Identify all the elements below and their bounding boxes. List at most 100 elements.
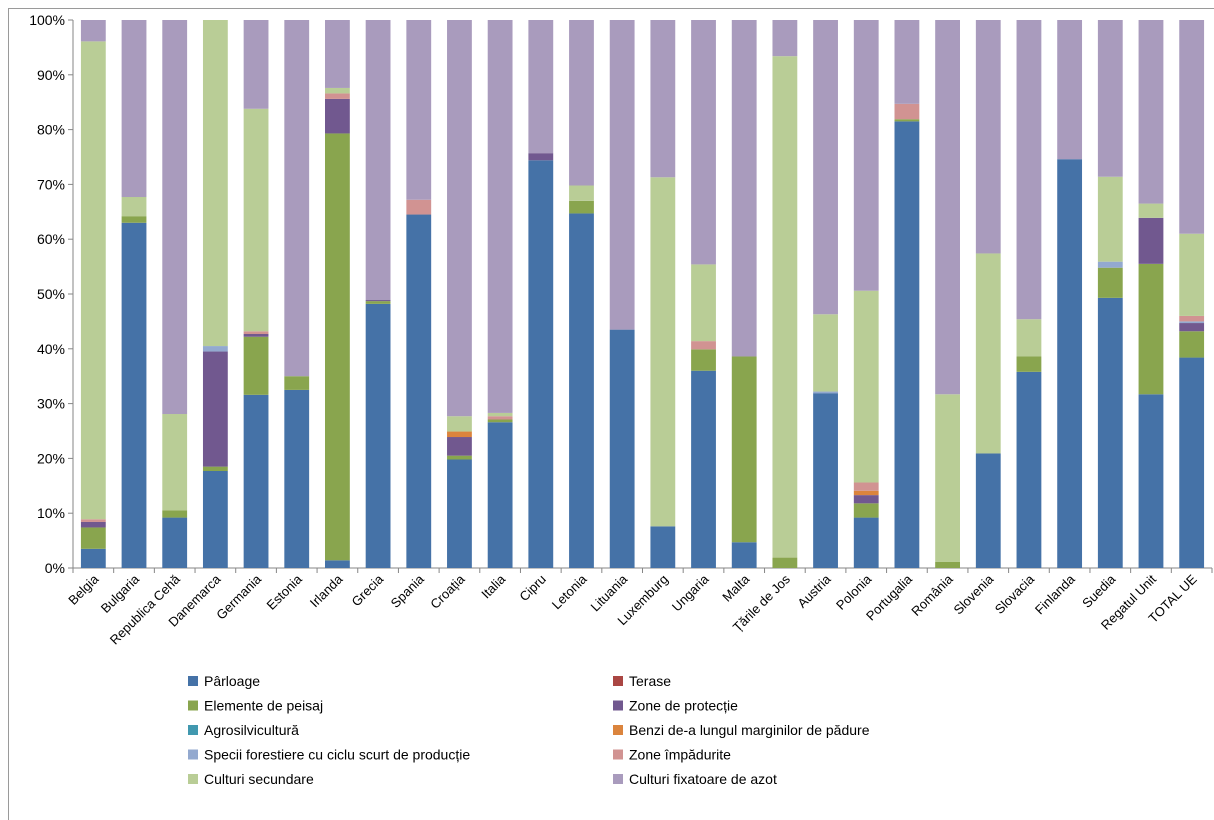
x-tick-label: Croația <box>427 571 468 612</box>
bar-segment <box>1016 356 1042 372</box>
x-tick-label: Slovacia <box>992 571 1038 617</box>
bar-segment <box>650 526 676 568</box>
bar-group-12 <box>569 20 594 568</box>
legend-swatch <box>188 676 198 686</box>
bar-group-8 <box>406 20 432 569</box>
legend-item: Zone de protecție <box>613 698 738 714</box>
bar-segment <box>162 414 188 511</box>
bar-segment <box>80 527 106 549</box>
bar-segment <box>325 98 350 134</box>
y-tick-label: 80% <box>37 122 65 138</box>
bar-segment <box>243 108 269 332</box>
legend-item: Culturi secundare <box>188 771 314 787</box>
bar-segment <box>1097 261 1123 268</box>
bar-group-10 <box>487 20 513 568</box>
bar-segment <box>162 510 188 518</box>
bar-segment <box>447 416 472 432</box>
bar-segment <box>691 341 716 350</box>
bar-segment <box>243 331 269 335</box>
bar-segment <box>284 389 310 568</box>
bar-segment <box>935 561 960 568</box>
bar-segment <box>691 349 716 371</box>
bar-group-0 <box>80 20 106 568</box>
bar-segment <box>853 482 879 491</box>
y-tick-label: 60% <box>37 231 65 247</box>
y-tick-label: 30% <box>37 396 65 412</box>
bar-segment <box>731 542 757 568</box>
bar-segment <box>406 20 432 200</box>
legend-swatch <box>188 749 198 760</box>
bar-segment <box>80 548 106 568</box>
legend-swatch <box>188 725 198 735</box>
bar-segment <box>731 356 757 543</box>
bar-segment <box>1016 20 1042 320</box>
bar-group-4 <box>243 20 269 568</box>
y-tick-label: 10% <box>37 505 65 521</box>
bar-segment <box>528 153 554 161</box>
bar-segment <box>569 200 594 214</box>
legend-item: Elemente de peisaj <box>188 698 323 714</box>
bar-group-1 <box>121 20 147 568</box>
x-tick-label: Letonia <box>549 571 590 612</box>
bar-segment <box>935 20 960 395</box>
bar-segment <box>487 20 513 413</box>
bar-segment <box>487 412 513 417</box>
x-tick-label: Ungaria <box>669 571 712 614</box>
bar-segment <box>447 20 472 417</box>
legend-item: Terase <box>613 673 671 689</box>
bar-segment <box>813 314 838 392</box>
bar-segment <box>1016 319 1042 357</box>
bar-segment <box>487 416 513 420</box>
bar-segment <box>447 459 472 568</box>
y-tick-label: 100% <box>29 12 65 28</box>
bar-segment <box>1179 321 1205 324</box>
legend-label: Benzi de-a lungul marginilor de pădure <box>629 722 870 738</box>
bar-segment <box>1097 297 1123 568</box>
bar-segment <box>365 300 391 302</box>
bar-segment <box>284 20 310 377</box>
bar-segment <box>691 370 716 568</box>
bar-segment <box>1016 371 1042 568</box>
bar-segment <box>202 351 228 467</box>
legend-swatch <box>188 700 198 711</box>
x-tick-label: Suedia <box>1079 571 1119 611</box>
bar-segment <box>365 303 391 568</box>
y-tick-label: 20% <box>37 450 65 466</box>
legend-label: Culturi fixatoare de azot <box>629 771 777 787</box>
y-tick-label: 0% <box>45 560 65 576</box>
legend-item: Culturi fixatoare de azot <box>613 771 777 787</box>
bar-group-16 <box>731 20 757 568</box>
bar-group-17 <box>772 20 798 568</box>
bar-group-6 <box>325 20 350 568</box>
legend-item: Benzi de-a lungul marginilor de pădure <box>613 722 870 738</box>
x-tick-label: Spania <box>388 571 428 611</box>
bar-group-19 <box>853 20 879 568</box>
bar-segment <box>1179 323 1205 332</box>
bar-segment <box>731 20 757 357</box>
bar-segment <box>162 20 188 415</box>
legend-item: Specii forestiere cu ciclu scurt de prod… <box>188 747 470 763</box>
bar-segment <box>1138 217 1164 264</box>
bar-segment <box>975 253 1001 454</box>
legend-item: Agrosilvicultură <box>188 722 299 738</box>
bar-segment <box>975 453 1001 568</box>
bar-segment <box>202 346 228 352</box>
bar-group-5 <box>284 20 310 568</box>
bar-group-25 <box>1097 20 1123 568</box>
bar-segment <box>853 20 879 291</box>
bar-group-9 <box>447 20 472 568</box>
legend-item: Zone împădurite <box>613 747 731 763</box>
bar-group-22 <box>975 20 1001 568</box>
legend-swatch <box>613 725 623 735</box>
bar-segment <box>202 471 228 568</box>
bar-segment <box>284 376 310 390</box>
bar-group-18 <box>813 20 838 568</box>
bar-segment <box>1179 20 1205 234</box>
bar-segment <box>1097 176 1123 262</box>
bar-segment <box>853 495 879 504</box>
bar-group-11 <box>528 20 554 568</box>
bar-segment <box>853 517 879 568</box>
bar-segment <box>1138 394 1164 568</box>
bar-group-13 <box>609 20 635 568</box>
